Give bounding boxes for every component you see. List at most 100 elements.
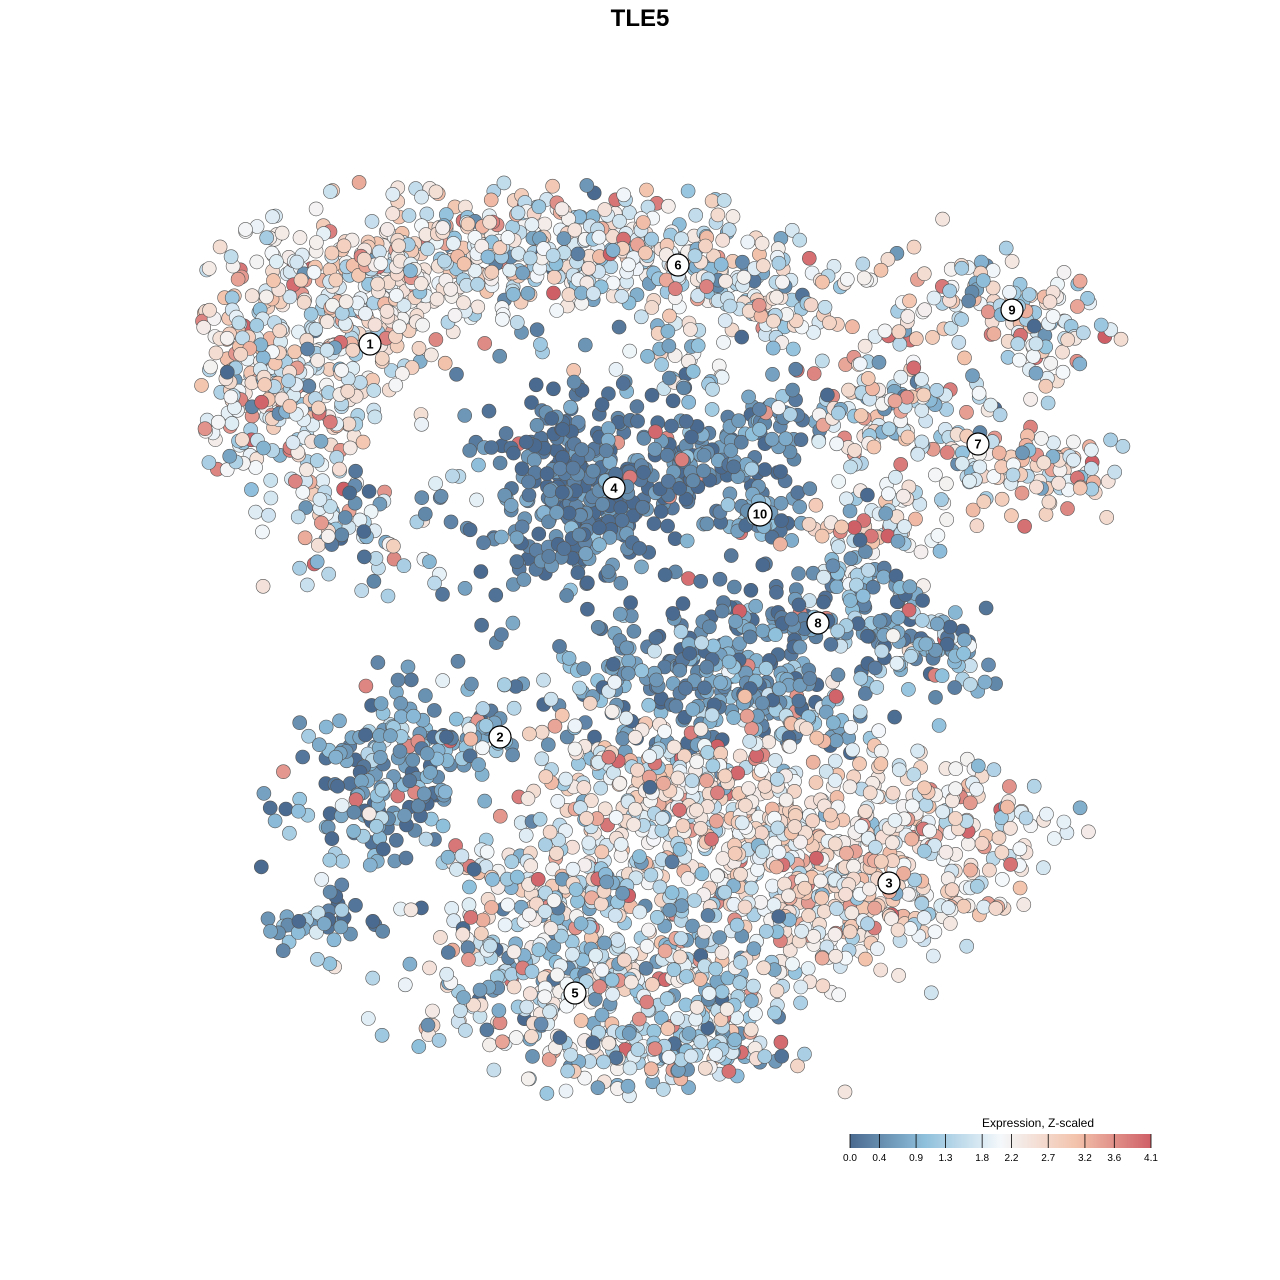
cell-point xyxy=(292,230,308,245)
cell-point xyxy=(802,671,818,686)
cell-point xyxy=(784,611,800,627)
cell-point xyxy=(355,434,371,450)
cell-point xyxy=(306,264,322,280)
cell-point xyxy=(276,764,291,780)
cell-point xyxy=(373,750,388,765)
cell-point xyxy=(748,598,764,614)
cell-point xyxy=(665,606,681,621)
cell-point xyxy=(722,298,738,314)
cell-point xyxy=(746,978,761,994)
cell-point xyxy=(576,661,592,677)
cell-point xyxy=(751,297,767,313)
cell-point xyxy=(630,413,645,429)
cell-point xyxy=(720,497,736,513)
cell-point xyxy=(914,403,930,418)
cell-point xyxy=(405,752,421,768)
cell-point xyxy=(208,345,224,361)
cluster-label-text: 2 xyxy=(496,730,503,745)
cell-point xyxy=(220,364,235,380)
cell-point xyxy=(269,254,284,269)
cluster-label-text: 7 xyxy=(974,437,981,452)
cell-point xyxy=(918,797,934,813)
cell-point xyxy=(667,531,683,547)
cell-point xyxy=(310,353,326,368)
cell-point xyxy=(469,492,484,508)
cell-point xyxy=(714,945,730,961)
cell-point xyxy=(944,793,960,809)
cell-point xyxy=(492,1015,508,1031)
cell-point xyxy=(411,1039,427,1054)
cell-point xyxy=(356,251,372,267)
cell-point xyxy=(425,1003,440,1019)
cell-point xyxy=(479,844,495,860)
cell-point xyxy=(757,462,773,477)
cell-point xyxy=(531,942,547,958)
cell-point xyxy=(627,801,643,817)
cell-point xyxy=(737,689,753,704)
cell-point xyxy=(471,757,486,772)
cell-point xyxy=(266,273,281,288)
cell-point xyxy=(862,785,878,801)
cell-point xyxy=(537,904,553,919)
cell-point xyxy=(559,588,574,603)
cell-point xyxy=(696,924,712,940)
cell-point xyxy=(916,387,932,403)
cell-point xyxy=(588,948,604,963)
cell-point xyxy=(1028,336,1044,352)
cell-point xyxy=(303,306,319,322)
cell-point xyxy=(308,321,324,337)
cell-point xyxy=(439,729,454,745)
cell-point xyxy=(328,749,344,765)
cell-point xyxy=(843,551,859,566)
cell-point xyxy=(299,462,314,478)
cell-point xyxy=(630,1042,646,1057)
cell-point xyxy=(282,825,297,841)
cell-point xyxy=(942,283,958,299)
cell-point xyxy=(935,804,951,820)
cell-point xyxy=(435,818,451,834)
cell-point xyxy=(659,991,675,1007)
cell-point xyxy=(544,411,560,426)
cell-point xyxy=(316,916,332,932)
cell-point xyxy=(792,232,808,248)
cell-point xyxy=(914,613,930,628)
cell-point xyxy=(201,261,217,276)
cell-point xyxy=(495,1034,510,1050)
cell-point xyxy=(843,593,858,608)
cell-point xyxy=(890,610,906,625)
cell-point xyxy=(392,743,408,759)
cell-point xyxy=(814,950,830,966)
cell-point xyxy=(248,504,263,520)
cell-point xyxy=(672,949,688,965)
cell-point xyxy=(717,768,733,784)
cell-point xyxy=(539,466,555,482)
cell-point xyxy=(926,290,942,306)
cell-point xyxy=(383,728,398,744)
cell-point xyxy=(726,579,742,595)
cell-point xyxy=(275,943,291,959)
cell-point xyxy=(825,558,841,574)
cell-point xyxy=(994,845,1010,860)
cell-point xyxy=(664,418,679,434)
cell-point xyxy=(254,394,269,410)
cell-point xyxy=(1002,284,1017,300)
cell-point xyxy=(223,249,239,265)
cell-point xyxy=(778,431,794,447)
cell-point xyxy=(211,414,226,430)
color-legend: Expression, Z-scaled 0.0 0.4 0.9 1.3 1.8 2.2 2… xyxy=(843,1116,1158,1164)
cell-point xyxy=(561,650,577,666)
cell-point xyxy=(1051,475,1066,491)
cell-point xyxy=(356,524,372,539)
cell-point xyxy=(991,445,1007,461)
cell-point xyxy=(422,554,437,570)
cluster-label: 4 xyxy=(602,476,626,500)
cell-point xyxy=(267,813,283,829)
cell-point xyxy=(928,467,943,483)
cell-point xyxy=(754,236,770,251)
cell-point xyxy=(860,371,876,386)
cell-point xyxy=(549,303,565,318)
cell-point xyxy=(660,518,675,534)
cell-point xyxy=(448,711,464,727)
cell-point xyxy=(403,672,419,688)
